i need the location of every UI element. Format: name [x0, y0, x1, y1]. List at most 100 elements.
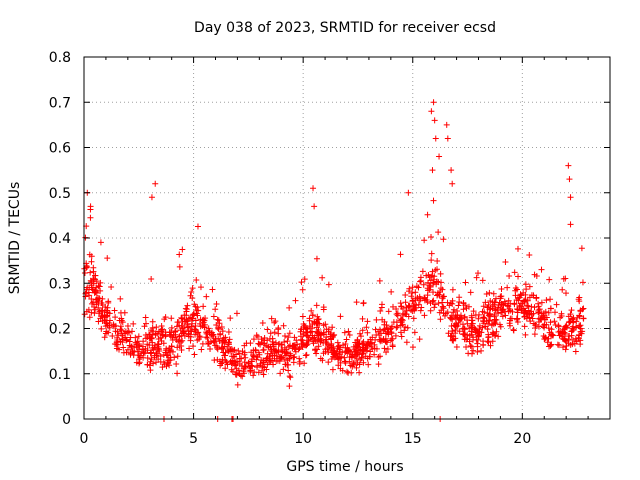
data-point — [364, 318, 371, 325]
data-point — [356, 369, 363, 376]
data-point — [317, 339, 324, 346]
data-point — [518, 292, 525, 299]
data-point — [363, 324, 370, 331]
data-point — [535, 309, 542, 316]
data-point — [433, 278, 440, 285]
data-point — [224, 343, 231, 350]
data-point — [319, 274, 326, 281]
data-point — [255, 349, 262, 356]
data-point — [222, 339, 229, 346]
data-point — [417, 307, 424, 314]
data-point — [213, 301, 220, 308]
data-point — [570, 315, 577, 322]
x-axis-label: GPS time / hours — [286, 459, 403, 475]
data-point — [86, 292, 93, 299]
data-point — [296, 355, 303, 362]
data-point — [405, 302, 412, 309]
data-point — [292, 346, 299, 353]
data-point — [336, 351, 343, 358]
data-point — [362, 353, 369, 360]
data-point — [200, 303, 207, 310]
data-point — [165, 360, 172, 367]
data-point — [417, 278, 424, 285]
data-point — [348, 354, 355, 361]
data-point — [207, 345, 214, 352]
data-point — [520, 305, 527, 312]
data-point — [168, 324, 175, 331]
data-point — [241, 364, 248, 371]
data-point — [350, 361, 357, 368]
x-tick-label: 15 — [404, 431, 422, 447]
data-point — [219, 359, 226, 366]
data-point — [320, 340, 327, 347]
data-point — [382, 338, 389, 345]
data-point — [556, 342, 563, 349]
data-point — [388, 325, 395, 332]
data-point — [409, 297, 416, 304]
data-point — [337, 313, 344, 320]
data-point — [429, 272, 436, 279]
data-point — [305, 336, 312, 343]
data-point — [448, 323, 455, 330]
data-point — [174, 370, 181, 377]
data-point — [135, 333, 142, 340]
data-point — [507, 315, 514, 322]
data-point — [550, 332, 557, 339]
data-point — [209, 286, 216, 293]
data-point — [487, 297, 494, 304]
data-point — [460, 331, 467, 338]
data-point — [569, 336, 576, 343]
data-point — [159, 364, 166, 371]
data-point — [92, 306, 99, 313]
data-point — [402, 292, 409, 299]
data-point — [447, 333, 454, 340]
data-point — [535, 309, 542, 316]
data-point — [345, 328, 352, 335]
data-point — [268, 315, 275, 322]
data-point — [449, 286, 456, 293]
data-point — [555, 323, 562, 330]
data-point — [398, 316, 405, 323]
data-point — [140, 338, 147, 345]
data-point — [485, 301, 492, 308]
data-point — [311, 203, 318, 210]
data-point — [191, 326, 198, 333]
data-point — [448, 332, 455, 339]
data-point — [197, 323, 204, 330]
data-point — [318, 331, 325, 338]
data-point — [315, 326, 322, 333]
data-point — [482, 323, 489, 330]
data-point — [250, 372, 257, 379]
data-point — [368, 339, 375, 346]
data-point — [449, 297, 456, 304]
data-point — [320, 350, 327, 357]
data-point — [302, 352, 309, 359]
data-point — [459, 325, 466, 332]
data-point — [121, 309, 128, 316]
data-point — [345, 369, 352, 376]
data-point — [313, 350, 320, 357]
data-point — [245, 359, 252, 366]
data-point — [437, 285, 444, 292]
data-point — [253, 332, 260, 339]
data-point — [397, 251, 404, 258]
data-point — [175, 338, 182, 345]
data-point — [460, 306, 467, 313]
data-point — [427, 283, 434, 290]
data-point — [231, 353, 238, 360]
data-point — [261, 364, 268, 371]
data-point — [162, 333, 169, 340]
data-point — [522, 331, 529, 338]
data-point — [397, 329, 404, 336]
data-point — [356, 330, 363, 337]
data-point — [485, 331, 492, 338]
data-point — [547, 319, 554, 326]
data-point — [299, 286, 306, 293]
data-point — [498, 293, 505, 300]
data-point — [210, 313, 217, 320]
data-point — [317, 355, 324, 362]
data-point — [439, 299, 446, 306]
data-point — [563, 342, 570, 349]
data-point — [155, 356, 162, 363]
data-point — [456, 328, 463, 335]
